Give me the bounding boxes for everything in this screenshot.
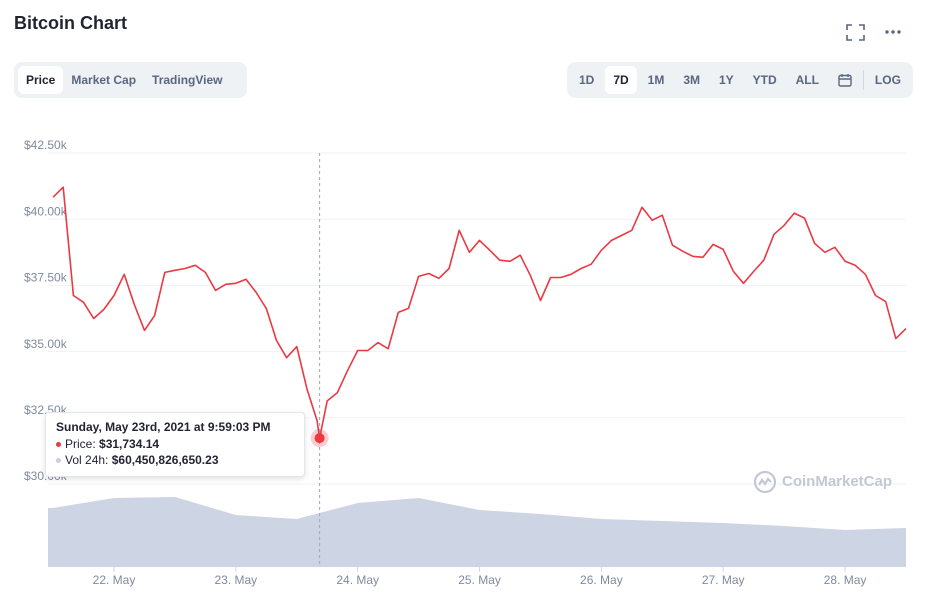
x-tick-label: 28. May [824,573,867,587]
volume-area [48,497,906,567]
x-tick-label: 25. May [458,573,501,587]
tab[interactable]: Price [18,66,64,94]
range-button[interactable]: YTD [752,73,777,87]
y-tick-label: $35.00k [24,337,68,351]
range-group: 1D 7D 1M 3M 1Y YTD ALL LOG [567,62,913,98]
x-tick-label: 27. May [702,573,745,587]
y-tick-label: $42.50k [24,138,68,152]
tooltip-row: Vol 24h: $60,450,826,650.23 [56,453,294,467]
divider [862,70,864,90]
tab[interactable]: Market Cap [71,73,137,87]
tooltip: Sunday, May 23rd, 2021 at 9:59:03 PM Pri… [45,412,305,477]
range-button[interactable]: 1M [647,73,665,87]
grid: $30.00k$32.50k$35.00k$37.50k$40.00k$42.5… [24,138,907,587]
tooltip-date: Sunday, May 23rd, 2021 at 9:59:03 PM [56,420,271,434]
range-button[interactable]: 3M [683,73,700,87]
tooltip-row: Price: $31,734.14 [56,437,294,451]
range-button[interactable]: 1Y [718,73,734,87]
range-button[interactable]: 7D [605,66,637,94]
highlight-point [314,433,325,444]
tooltip-label: Price: [65,437,96,451]
log-button[interactable]: LOG [874,73,901,87]
range-button[interactable]: ALL [795,73,819,87]
calendar-button[interactable] [830,66,860,94]
y-tick-label: $37.50k [24,271,68,285]
tooltip-value: $31,734.14 [99,437,160,451]
tab[interactable]: TradingView [152,73,223,87]
chart-title: Bitcoin Chart [14,13,128,33]
tooltip-dot [56,458,61,463]
tooltip-dot [56,442,61,447]
calendar-icon [838,74,852,87]
more-icon[interactable] [885,30,901,34]
tooltip-label: Vol 24h: [65,453,109,467]
tooltip-value: $60,450,826,650.23 [111,453,219,467]
range-button[interactable]: 1D [579,73,595,87]
x-tick-label: 23. May [215,573,258,587]
price-line [52,186,907,439]
tab-group: Price Market Cap TradingView [14,62,247,98]
y-tick-label: $40.00k [24,204,68,218]
watermark: CoinMarketCap [782,473,892,490]
x-tick-label: 22. May [93,573,136,587]
watermark-logo [753,470,777,494]
x-tick-label: 26. May [580,573,623,587]
expand-icon[interactable] [846,24,865,41]
x-tick-label: 24. May [336,573,379,587]
